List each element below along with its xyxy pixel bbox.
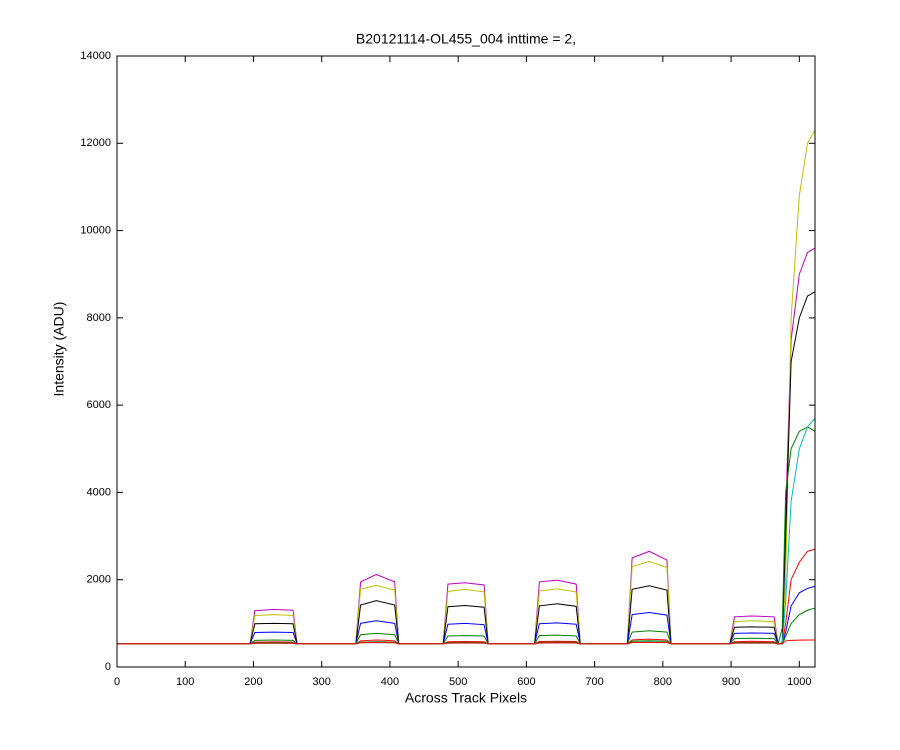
y-tick-label: 4000 (87, 486, 111, 498)
x-tick-label: 600 (517, 676, 535, 688)
x-tick-label: 1000 (787, 676, 811, 688)
x-tick-label: 200 (244, 676, 262, 688)
chart-title: B20121114-OL455_004 inttime = 2, (356, 31, 576, 47)
plot-frame (116, 55, 816, 668)
y-axis-label: Intensity (ADU) (51, 302, 67, 397)
y-tick-label: 2000 (87, 574, 111, 586)
y-tick-label: 12000 (80, 137, 111, 149)
x-tick-label: 900 (722, 676, 740, 688)
x-tick-label: 700 (585, 676, 603, 688)
x-tick-label: 400 (381, 676, 399, 688)
y-tick-label: 8000 (87, 312, 111, 324)
y-tick-label: 0 (105, 661, 111, 673)
x-axis-label: Across Track Pixels (405, 690, 527, 706)
y-tick-label: 10000 (80, 224, 111, 236)
y-tick-label: 6000 (87, 399, 111, 411)
x-tick-label: 500 (449, 676, 467, 688)
x-tick-label: 800 (654, 676, 672, 688)
x-tick-label: 300 (313, 676, 331, 688)
y-tick-label: 14000 (80, 50, 111, 62)
x-tick-label: 100 (176, 676, 194, 688)
data-line (117, 639, 815, 645)
x-tick-label: 0 (114, 676, 120, 688)
